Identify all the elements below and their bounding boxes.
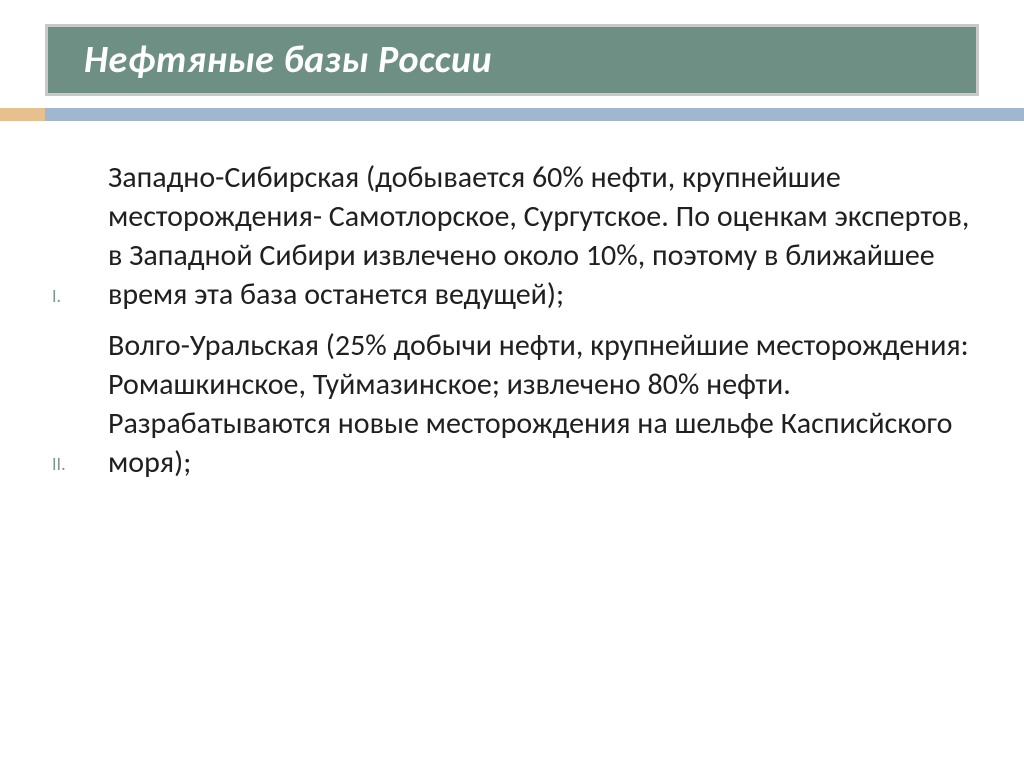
slide: Нефтяные базы России Западно-Сибирская (… xyxy=(0,0,1024,767)
list-item: Волго-Уральская (25% добычи нефти, крупн… xyxy=(52,326,976,482)
content-list: Западно-Сибирская (добывается 60% нефти,… xyxy=(52,158,976,494)
list-item: Западно-Сибирская (добывается 60% нефти,… xyxy=(52,158,976,314)
title-banner: Нефтяные базы России xyxy=(45,24,979,96)
accent-bar-left xyxy=(0,108,45,121)
accent-bar xyxy=(0,108,1024,121)
slide-title: Нефтяные базы России xyxy=(84,37,492,83)
